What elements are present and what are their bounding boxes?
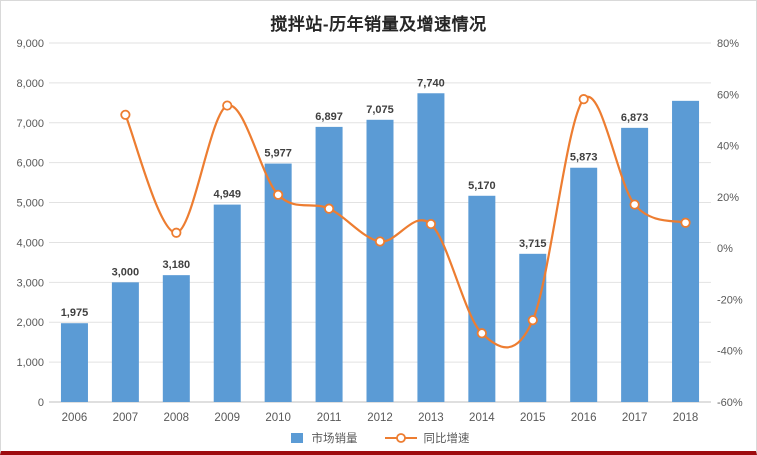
bar-value-label: 6,873 [621, 112, 649, 124]
x-axis-tick-label: 2014 [469, 412, 495, 424]
bar-swatch-icon [290, 433, 303, 443]
y-axis-right-tick-label: -20% [717, 294, 743, 306]
y-axis-left-tick-label: 1,000 [16, 357, 44, 369]
y-axis-right-tick-label: 60% [717, 89, 739, 101]
x-axis-tick-label: 2018 [673, 412, 699, 424]
x-axis-tick-label: 2015 [520, 412, 546, 424]
bar [264, 163, 292, 402]
y-axis-left-tick-label: 9,000 [16, 38, 44, 50]
x-axis-tick-label: 2010 [265, 412, 291, 424]
bar-value-label: 7,075 [366, 104, 394, 116]
bar-value-label: 5,170 [468, 180, 496, 192]
y-axis-left-tick-label: 3,000 [16, 277, 44, 289]
y-axis-left-tick-label: 7,000 [16, 118, 44, 130]
bar-value-label: 4,949 [213, 189, 241, 201]
bar-value-label: 6,897 [315, 111, 343, 123]
growth-line-marker [171, 227, 182, 238]
y-axis-left-tick-label: 2,000 [16, 317, 44, 329]
y-axis-right-tick-label: 80% [717, 38, 739, 50]
bar [213, 204, 241, 402]
bar [672, 100, 700, 402]
bar-value-label: 3,000 [112, 266, 140, 278]
growth-line [124, 95, 686, 349]
growth-line-marker [374, 236, 386, 247]
bar-value-label: 7,740 [417, 77, 445, 89]
x-axis-tick-label: 2006 [62, 412, 88, 424]
bar [60, 323, 88, 402]
x-axis-tick-label: 2007 [113, 412, 139, 424]
y-axis-right-tick-label: -60% [717, 397, 743, 409]
bar-value-label: 5,873 [570, 152, 598, 164]
bar [570, 167, 598, 402]
bar [111, 282, 139, 402]
x-axis-tick-label: 2012 [367, 412, 393, 424]
legend-item-sales: 市场销量 [288, 430, 358, 446]
x-axis-tick-label: 2016 [571, 412, 597, 424]
x-axis-tick-label: 2011 [317, 412, 342, 424]
y-axis-left-tick-label: 4,000 [16, 237, 44, 249]
growth-line-marker [680, 217, 691, 228]
growth-line-marker [120, 109, 131, 120]
legend-label-growth: 同比增速 [423, 433, 470, 445]
growth-line-marker [425, 218, 437, 230]
growth-line-marker [222, 100, 233, 111]
bar [417, 93, 445, 402]
x-axis-tick-label: 2017 [622, 412, 648, 424]
growth-line-marker [629, 199, 640, 210]
growth-line-marker [323, 203, 335, 214]
line-marker-swatch-icon [384, 433, 417, 443]
bar-value-label: 5,977 [264, 148, 292, 160]
x-axis-tick-label: 2009 [214, 412, 240, 424]
x-axis-tick-label: 2013 [418, 412, 444, 424]
y-axis-left-tick-label: 0 [38, 397, 44, 409]
y-axis-left-tick-label: 8,000 [16, 78, 44, 90]
y-axis-right-tick-label: 20% [717, 192, 739, 204]
chart-title: 搅拌站-历年销量及增速情况 [270, 15, 487, 34]
growth-line-marker [476, 328, 487, 339]
bar [366, 119, 394, 403]
legend-item-growth: 同比增速 [384, 430, 470, 446]
x-axis-tick-label: 2008 [164, 412, 190, 424]
bar [162, 275, 190, 402]
bar [468, 195, 496, 402]
growth-line-marker [527, 315, 538, 326]
legend-label-sales: 市场销量 [311, 433, 358, 445]
bar-value-label: 3,180 [163, 259, 191, 271]
plot-area: 0 1,000 2,000 3,000 4,000 5,000 6,000 7,000 8,00… [16, 38, 743, 424]
y-axis-right-tick-label: -40% [717, 346, 743, 358]
growth-line-marker [273, 189, 284, 200]
growth-line-marker [578, 94, 589, 105]
y-axis-right-tick-label: 40% [717, 141, 739, 153]
y-axis-left-tick-label: 5,000 [16, 198, 44, 210]
legend: 市场销量 同比增速 [1, 430, 756, 446]
bar [519, 253, 547, 402]
y-axis-left-tick-label: 6,000 [16, 158, 44, 170]
bar [315, 126, 343, 403]
bar-value-label: 3,715 [519, 238, 547, 250]
bar [621, 127, 649, 403]
bar-value-label: 1,975 [61, 307, 89, 319]
y-axis-right-tick-label: 0% [717, 243, 733, 255]
